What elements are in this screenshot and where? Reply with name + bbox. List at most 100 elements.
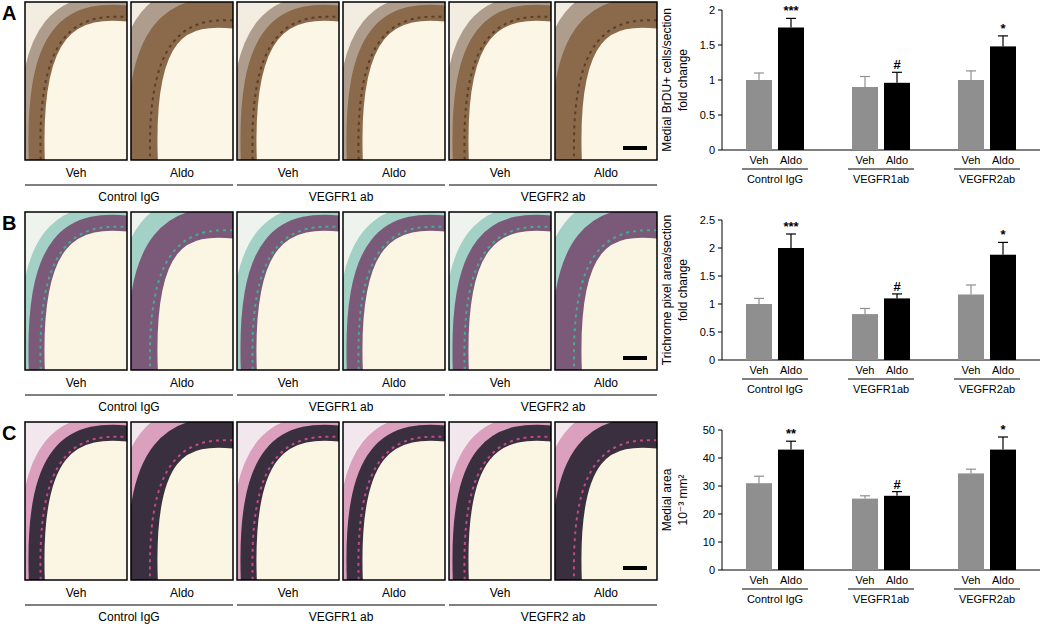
group-line xyxy=(25,185,233,186)
lumen xyxy=(36,433,127,580)
category-label: Veh xyxy=(750,154,769,166)
micrograph-content xyxy=(449,2,551,160)
elastic-lamina xyxy=(150,440,233,580)
micrograph xyxy=(343,212,459,384)
category-label: Veh xyxy=(962,574,981,586)
micrograph xyxy=(555,212,675,388)
error-cap xyxy=(966,70,976,71)
error-cap xyxy=(966,469,976,470)
error-bar xyxy=(966,469,976,473)
category-label: Aldo xyxy=(992,364,1014,376)
error-bar xyxy=(860,308,870,314)
elastic-lamina xyxy=(358,437,445,580)
tick-label: 30 xyxy=(703,480,715,492)
group-label: VEGFR2ab xyxy=(959,173,1015,185)
micrograph-content xyxy=(237,2,339,160)
micrograph-content xyxy=(237,422,339,580)
tick xyxy=(718,80,722,81)
significance: # xyxy=(893,279,901,294)
media xyxy=(142,223,233,370)
lumen xyxy=(248,223,339,370)
elastic-lamina xyxy=(358,227,445,370)
micrograph-content xyxy=(237,212,339,370)
error-stem xyxy=(758,476,759,483)
error-bar xyxy=(786,18,796,27)
error-bar xyxy=(754,476,764,483)
group-line xyxy=(449,605,657,606)
bar xyxy=(958,473,984,570)
error-bar xyxy=(860,77,870,88)
elastic-lamina xyxy=(40,437,127,580)
image-label: Veh xyxy=(278,586,299,600)
micrograph xyxy=(237,2,353,174)
bar xyxy=(990,255,1016,360)
significance: * xyxy=(1000,227,1006,242)
micrograph-frame xyxy=(343,422,445,580)
bar xyxy=(958,294,984,360)
micrograph-content xyxy=(449,212,551,370)
image-label: Veh xyxy=(278,376,299,390)
micrograph xyxy=(131,2,251,178)
y-axis xyxy=(722,220,723,360)
category-label: Aldo xyxy=(886,364,908,376)
category-label: Aldo xyxy=(992,574,1014,586)
tick xyxy=(718,360,722,361)
image-label: Aldo xyxy=(594,586,618,600)
error-bar xyxy=(860,496,870,499)
lumen xyxy=(142,13,233,160)
lumen xyxy=(36,223,127,370)
error-cap xyxy=(860,495,870,496)
lumen xyxy=(566,223,657,370)
tick-label: 50 xyxy=(703,424,715,436)
micrograph-frame xyxy=(25,422,127,580)
micrograph-content xyxy=(555,2,657,160)
error-bar xyxy=(786,441,796,449)
y-axis xyxy=(722,10,723,150)
category-label: Veh xyxy=(856,574,875,586)
error-stem xyxy=(896,492,897,496)
image-label: Aldo xyxy=(382,376,406,390)
error-cap xyxy=(754,72,764,73)
group-line xyxy=(742,589,808,590)
media xyxy=(354,433,445,580)
micrograph-content xyxy=(131,2,233,160)
tick-label: 20 xyxy=(703,508,715,520)
media xyxy=(354,13,445,160)
micrograph xyxy=(25,2,141,174)
bars xyxy=(746,18,1016,150)
group-label: VEGFR2 ab xyxy=(521,190,586,204)
media xyxy=(248,433,339,580)
micrograph-content xyxy=(449,422,551,580)
significance: # xyxy=(893,477,901,492)
media xyxy=(142,433,233,580)
media xyxy=(566,433,657,580)
bars xyxy=(746,234,1016,360)
group-label: VEGFR1ab xyxy=(853,593,909,605)
lumen xyxy=(460,13,551,160)
bar xyxy=(990,450,1016,570)
category-label: Veh xyxy=(856,154,875,166)
bars xyxy=(746,437,1016,570)
tick-label: 1.5 xyxy=(700,270,715,282)
bar xyxy=(852,314,878,360)
group-line xyxy=(848,379,914,380)
bar xyxy=(852,499,878,570)
error-bar xyxy=(998,242,1008,254)
error-stem xyxy=(970,285,971,295)
group-line xyxy=(742,169,808,170)
image-label: Aldo xyxy=(594,376,618,390)
error-cap xyxy=(754,476,764,477)
tick xyxy=(718,570,722,571)
elastic-lamina xyxy=(464,17,551,160)
group-line xyxy=(25,395,233,396)
tick-label: 2 xyxy=(709,242,715,254)
group-label: VEGFR1ab xyxy=(853,173,909,185)
micrograph xyxy=(237,212,353,384)
error-stem xyxy=(758,73,759,80)
category-label: Aldo xyxy=(992,154,1014,166)
tick xyxy=(718,10,722,11)
axis-title: fold change xyxy=(676,49,690,111)
lumen xyxy=(460,223,551,370)
micrograph-content xyxy=(343,422,445,580)
micrograph-content xyxy=(131,212,233,370)
